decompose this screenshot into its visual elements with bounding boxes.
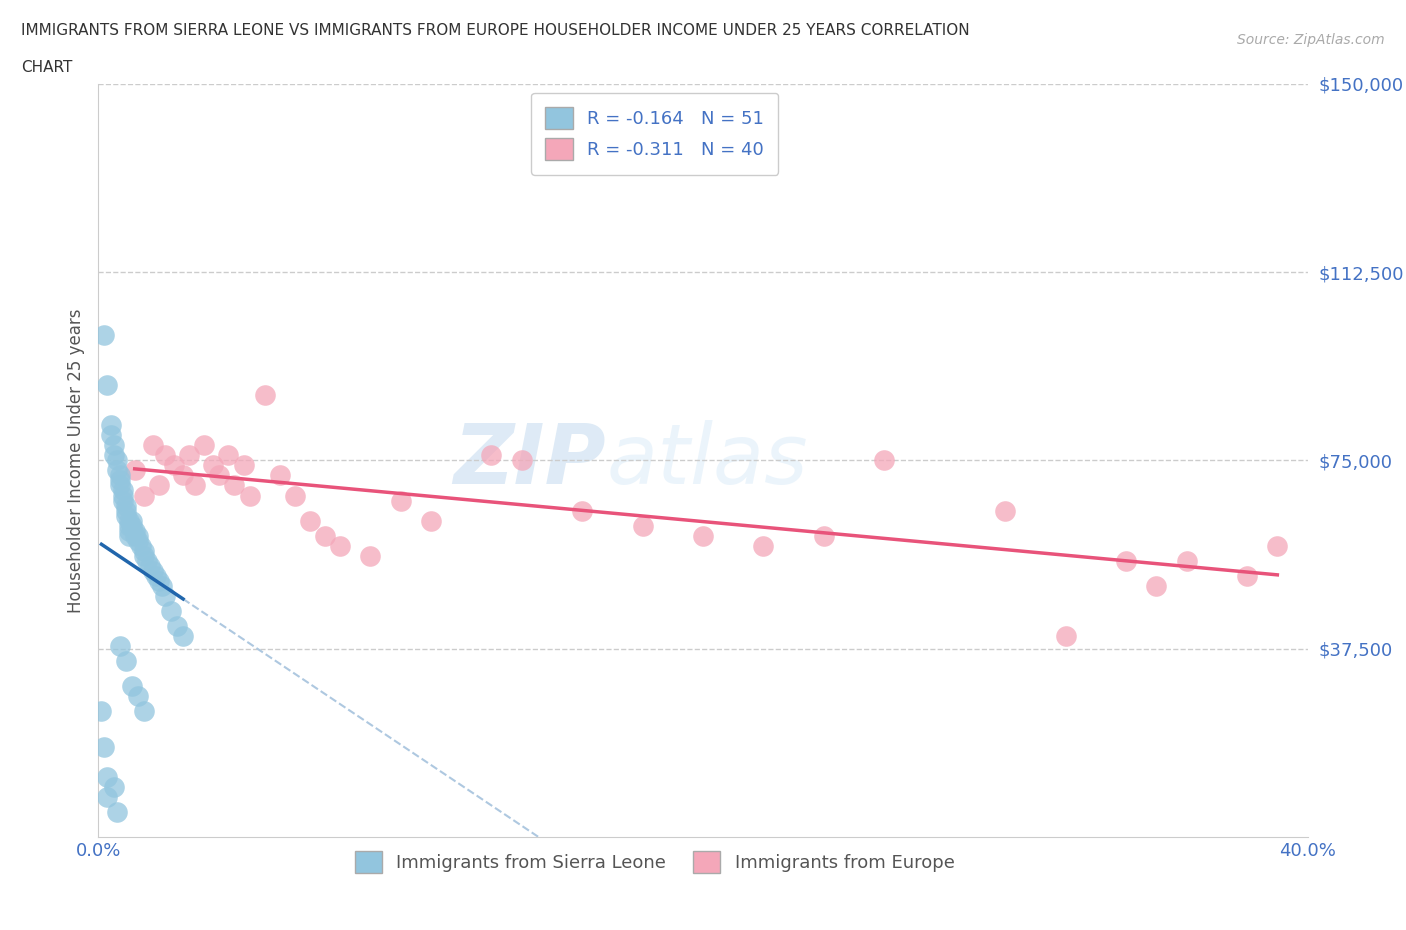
Point bbox=[193, 438, 215, 453]
Point bbox=[103, 448, 125, 463]
Point bbox=[873, 453, 896, 468]
Point bbox=[108, 639, 131, 654]
Point bbox=[135, 553, 157, 568]
Text: atlas: atlas bbox=[606, 419, 808, 501]
Point bbox=[93, 739, 115, 754]
Point bbox=[96, 790, 118, 804]
Point bbox=[202, 458, 225, 472]
Point bbox=[124, 528, 146, 543]
Point bbox=[813, 528, 835, 543]
Point bbox=[217, 448, 239, 463]
Point bbox=[269, 468, 291, 483]
Point bbox=[1115, 553, 1137, 568]
Point bbox=[179, 448, 201, 463]
Point bbox=[148, 574, 170, 589]
Point bbox=[420, 513, 443, 528]
Point bbox=[692, 528, 714, 543]
Point bbox=[224, 478, 246, 493]
Point bbox=[132, 549, 155, 564]
Point bbox=[142, 564, 165, 578]
Point bbox=[153, 448, 176, 463]
Point bbox=[114, 503, 136, 518]
Point bbox=[314, 528, 336, 543]
Point bbox=[184, 478, 207, 493]
Point bbox=[90, 704, 112, 719]
Point bbox=[118, 524, 141, 538]
Point bbox=[284, 488, 307, 503]
Point bbox=[108, 478, 131, 493]
Point bbox=[360, 549, 382, 564]
Point bbox=[481, 448, 503, 463]
Point bbox=[118, 518, 141, 533]
Point bbox=[172, 468, 194, 483]
Point bbox=[96, 378, 118, 392]
Point bbox=[124, 524, 146, 538]
Point bbox=[127, 533, 149, 548]
Point bbox=[103, 438, 125, 453]
Point bbox=[1144, 578, 1167, 593]
Point bbox=[132, 704, 155, 719]
Point bbox=[160, 604, 183, 618]
Point bbox=[253, 388, 276, 403]
Point bbox=[114, 498, 136, 513]
Point bbox=[1267, 538, 1289, 553]
Point bbox=[166, 618, 188, 633]
Point bbox=[96, 769, 118, 784]
Point bbox=[132, 488, 155, 503]
Point bbox=[1054, 629, 1077, 644]
Point bbox=[121, 679, 143, 694]
Point bbox=[105, 453, 128, 468]
Point bbox=[111, 483, 134, 498]
Point bbox=[108, 473, 131, 488]
Point bbox=[132, 543, 155, 558]
Point bbox=[752, 538, 775, 553]
Point bbox=[108, 468, 131, 483]
Point bbox=[153, 589, 176, 604]
Text: CHART: CHART bbox=[21, 60, 73, 75]
Point bbox=[142, 438, 165, 453]
Point bbox=[329, 538, 352, 553]
Point bbox=[100, 428, 122, 443]
Legend: Immigrants from Sierra Leone, Immigrants from Europe: Immigrants from Sierra Leone, Immigrants… bbox=[347, 844, 962, 881]
Text: ZIP: ZIP bbox=[454, 419, 606, 501]
Point bbox=[163, 458, 186, 472]
Point bbox=[208, 468, 231, 483]
Point bbox=[118, 528, 141, 543]
Point bbox=[299, 513, 322, 528]
Text: IMMIGRANTS FROM SIERRA LEONE VS IMMIGRANTS FROM EUROPE HOUSEHOLDER INCOME UNDER : IMMIGRANTS FROM SIERRA LEONE VS IMMIGRAN… bbox=[21, 23, 970, 38]
Point bbox=[631, 518, 654, 533]
Text: Source: ZipAtlas.com: Source: ZipAtlas.com bbox=[1237, 33, 1385, 46]
Point bbox=[148, 478, 170, 493]
Point bbox=[100, 418, 122, 432]
Point bbox=[111, 488, 134, 503]
Point bbox=[127, 528, 149, 543]
Point bbox=[239, 488, 262, 503]
Point bbox=[121, 518, 143, 533]
Point bbox=[111, 493, 134, 508]
Point bbox=[571, 503, 593, 518]
Point bbox=[232, 458, 254, 472]
Point bbox=[118, 513, 141, 528]
Point bbox=[114, 654, 136, 669]
Point bbox=[93, 327, 115, 342]
Point bbox=[389, 493, 412, 508]
Point bbox=[1236, 568, 1258, 583]
Point bbox=[510, 453, 533, 468]
Point bbox=[124, 463, 146, 478]
Point bbox=[127, 689, 149, 704]
Point bbox=[114, 508, 136, 523]
Point bbox=[139, 558, 162, 573]
Point bbox=[105, 463, 128, 478]
Point bbox=[145, 568, 167, 583]
Y-axis label: Householder Income Under 25 years: Householder Income Under 25 years bbox=[66, 308, 84, 613]
Point bbox=[103, 779, 125, 794]
Point bbox=[1175, 553, 1198, 568]
Point bbox=[994, 503, 1017, 518]
Point bbox=[105, 804, 128, 819]
Point bbox=[150, 578, 173, 593]
Point bbox=[121, 513, 143, 528]
Point bbox=[172, 629, 194, 644]
Point bbox=[129, 538, 152, 553]
